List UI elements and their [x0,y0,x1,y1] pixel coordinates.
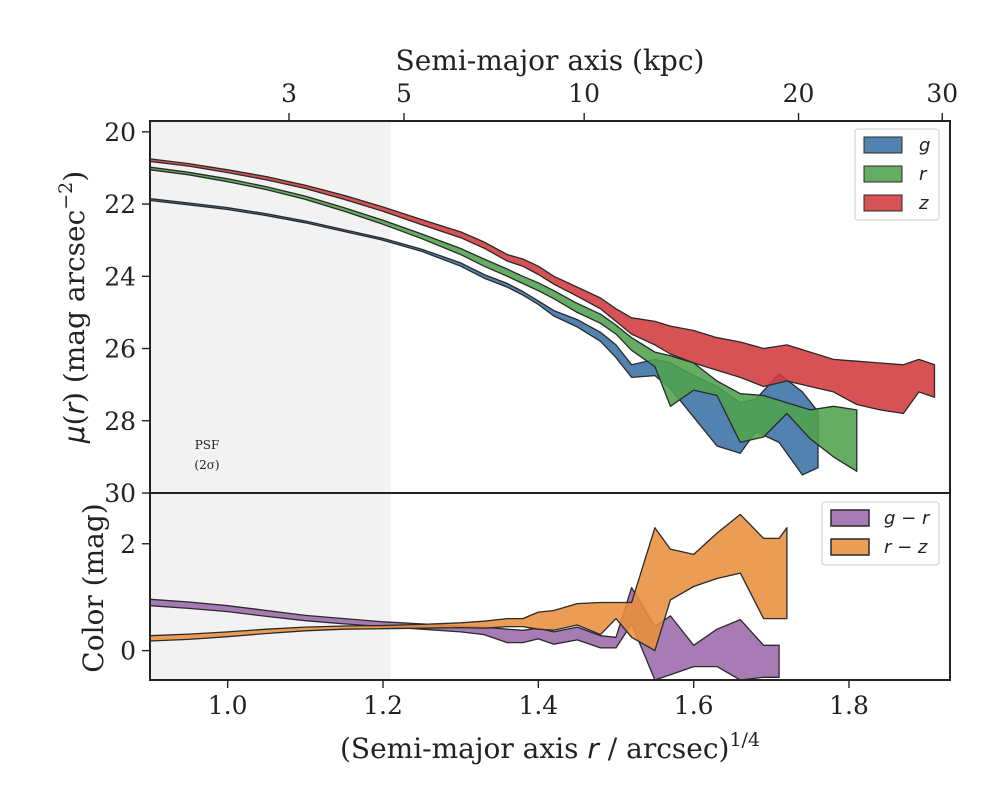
color-panel-frame [149,492,951,681]
legend-label: g [919,135,930,156]
psf-region-shade-color-panel [150,493,391,680]
legend-swatch [830,538,870,556]
color-legend: g − r r − z [821,501,940,566]
x-axis-label: (Semi-major axis r / arcsec)1/4 [340,729,760,765]
y-tick-label: 26 [104,335,136,364]
legend-swatch [863,136,903,154]
axis-ticks: 20 22 24 26 28 30 3 5 10 20 30 0 2 1.0 1.2 1.4 1.6 1.8 [104,79,958,720]
profile-bands [150,158,936,476]
profile-band-r [150,166,858,472]
legend-label: z [918,193,929,214]
y-tick-label: 24 [104,262,136,291]
top-tick-label: 3 [281,79,297,108]
color-bands [150,513,788,680]
y-tick-label: 22 [104,190,136,219]
y-axis-label-profile: μ(r) (mag arcsec−2) [55,171,91,444]
top-tick-label: 5 [396,79,412,108]
x-tick-label: 1.4 [518,691,558,720]
color-y-tick-label: 0 [120,637,136,666]
y-tick-label: 28 [104,407,136,436]
top-tick-label: 20 [783,79,815,108]
legend-swatch [863,165,903,183]
legend-swatch [830,509,870,527]
x-tick-label: 1.6 [674,691,714,720]
profile-band-g [150,198,819,476]
x-tick-label: 1.0 [208,691,248,720]
psf-label: PSF [195,438,220,452]
legend-label: r − z [884,537,928,558]
legend-label: r [919,164,928,185]
profile-band-z [150,158,936,415]
y-axis-label-color: Color (mag) [77,503,110,672]
psf-region-shade [150,121,391,493]
x-tick-label: 1.8 [829,691,869,720]
psf-label-sigma: (2σ) [194,458,219,472]
top-tick-label: 10 [568,79,600,108]
legend-swatch [863,194,903,212]
y-tick-label: 20 [104,118,136,147]
top-tick-label: 30 [926,79,958,108]
color-y-tick-label: 2 [120,530,136,559]
y-tick-label: 30 [104,479,136,508]
color-band-r-z [150,513,788,652]
x-tick-label: 1.2 [363,691,403,720]
legend-label: g − r [884,508,931,529]
top-axis-label: Semi-major axis (kpc) [396,44,705,77]
profile-legend: grz [854,128,940,221]
